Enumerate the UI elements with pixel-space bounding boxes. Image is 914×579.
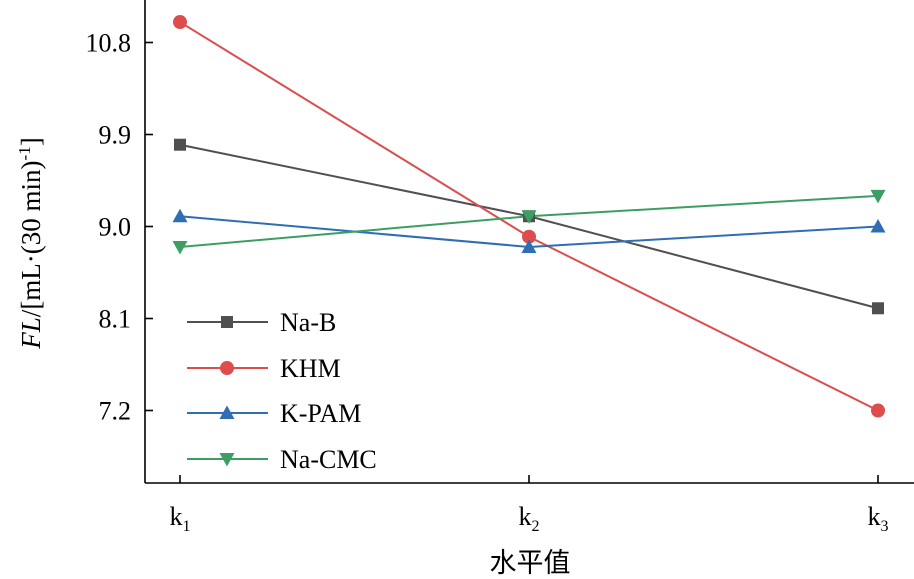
series-markers bbox=[172, 15, 886, 418]
x-tick-label-sub: 3 bbox=[881, 518, 889, 535]
data-point-khm bbox=[871, 403, 885, 418]
y-axis-title: FL/[mL·(30 min)-1] bbox=[15, 137, 46, 349]
y-axis-title-close: ] bbox=[16, 137, 46, 146]
y-axis-title-sup: -1 bbox=[15, 146, 34, 160]
x-ticks: k1 k2 k3 bbox=[170, 475, 889, 535]
x-tick-label-base: k bbox=[519, 502, 532, 531]
legend-label-na-b: Na-B bbox=[280, 308, 336, 337]
y-tick-label: 9.0 bbox=[99, 213, 132, 242]
data-point-na-cmc bbox=[521, 210, 537, 224]
legend-label-na-cmc: Na-CMC bbox=[280, 445, 377, 474]
y-tick-label: 10.8 bbox=[86, 29, 132, 58]
data-point-k-pam bbox=[521, 239, 537, 253]
x-tick-label-base: k bbox=[170, 502, 183, 531]
x-tick-label-sub: 1 bbox=[183, 518, 191, 535]
x-tick-label: k1 bbox=[170, 502, 191, 535]
data-point-na-cmc bbox=[870, 189, 886, 204]
y-axis-title-italic: FL bbox=[16, 317, 46, 350]
legend-label-khm: KHM bbox=[280, 354, 341, 383]
y-ticks: 7.2 8.1 9.0 9.9 10.8 bbox=[86, 29, 153, 426]
legend-marker-k-pam bbox=[219, 405, 235, 419]
legend-label-k-pam: K-PAM bbox=[280, 399, 361, 428]
x-tick-label: k2 bbox=[519, 502, 540, 535]
legend-marker-na-b bbox=[221, 316, 233, 328]
data-point-khm bbox=[522, 229, 536, 244]
data-point-k-pam bbox=[172, 208, 188, 223]
data-point-na-b bbox=[872, 302, 884, 315]
data-point-na-b bbox=[174, 138, 186, 151]
y-tick-label: 9.9 bbox=[99, 121, 132, 150]
x-axis-title: 水平值 bbox=[490, 548, 571, 578]
data-point-na-cmc bbox=[172, 240, 188, 255]
x-tick-label-base: k bbox=[868, 502, 881, 531]
data-point-khm bbox=[173, 15, 187, 30]
y-tick-label: 8.1 bbox=[99, 305, 132, 334]
y-tick-label: 7.2 bbox=[99, 397, 132, 426]
x-tick-label-sub: 2 bbox=[532, 518, 540, 535]
data-point-k-pam bbox=[870, 219, 886, 233]
legend: Na-B KHM K-PAM Na-CMC bbox=[187, 308, 377, 474]
y-axis-title-main: /[mL·(30 min) bbox=[16, 160, 46, 317]
legend-marker-khm bbox=[220, 361, 234, 375]
x-tick-label: k3 bbox=[868, 502, 889, 535]
legend-marker-na-cmc bbox=[219, 453, 235, 467]
series-line-na-b bbox=[179, 143, 879, 310]
